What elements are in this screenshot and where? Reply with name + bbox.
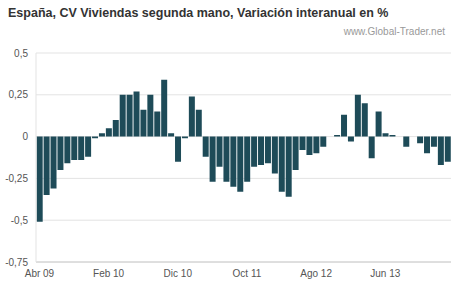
- svg-text:-0,75: -0,75: [8, 257, 28, 268]
- svg-text:0: 0: [22, 131, 28, 142]
- svg-text:Oct 11: Oct 11: [233, 268, 262, 279]
- html-text:España, CV Viviendas segunda m: España, CV Viviendas segunda mano, Varia…: [8, 6, 389, 20]
- svg-text:Feb 10: Feb 10: [93, 268, 125, 279]
- svg-text:Jun 13: Jun 13: [370, 268, 400, 279]
- html-text:www.Global-Trader.net: www.Global-Trader.net: [343, 26, 445, 37]
- svg-text:0,5: 0,5: [14, 48, 28, 59]
- svg-text:Ago 12: Ago 12: [300, 268, 332, 279]
- svg-text:Dic 10: Dic 10: [164, 268, 193, 279]
- svg-text:0,25: 0,25: [9, 89, 29, 100]
- svg-text:-0,25: -0,25: [8, 173, 28, 184]
- svg-text:-0,5: -0,5: [11, 215, 29, 226]
- svg-text:Abr 09: Abr 09: [25, 268, 55, 279]
